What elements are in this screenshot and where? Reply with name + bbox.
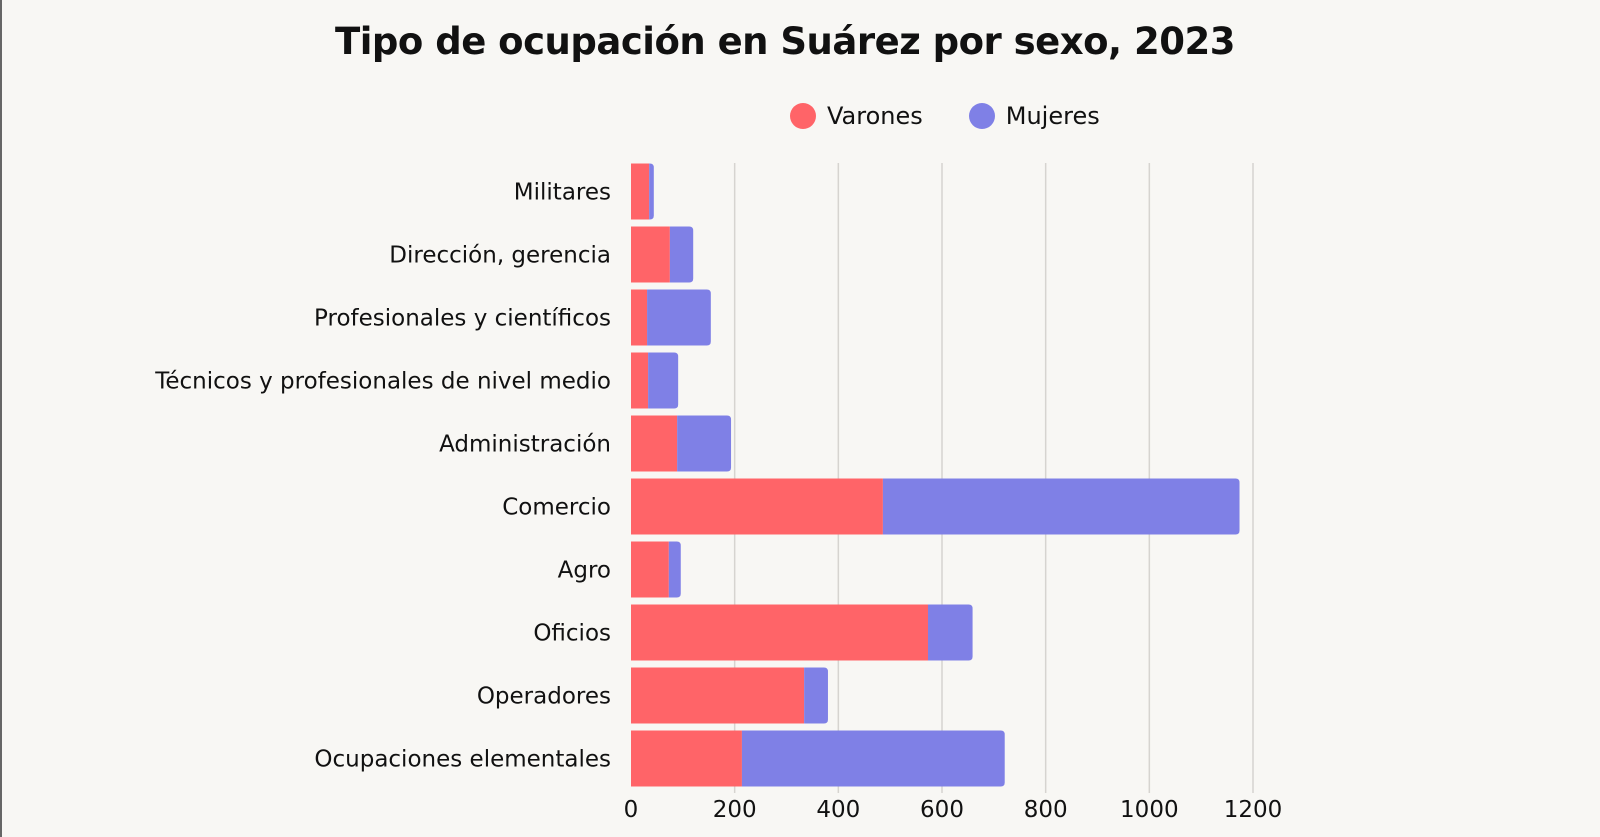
bar-varones [631, 730, 742, 787]
legend-item-varones: Varones [790, 102, 923, 130]
legend: Varones Mujeres [790, 102, 1146, 130]
category-label: Operadores [477, 684, 611, 710]
bar-varones [631, 541, 669, 598]
category-label: Oficios [533, 621, 611, 647]
category-label: Profesionales y científicos [314, 306, 611, 332]
category-label: Administración [439, 432, 611, 458]
bar-varones [631, 667, 805, 724]
chart-title: Tipo de ocupación en Suárez por sexo, 20… [335, 20, 1235, 63]
legend-item-mujeres: Mujeres [968, 102, 1100, 130]
category-label: Técnicos y profesionales de nivel medio [154, 369, 611, 395]
bar-mujeres [677, 415, 732, 472]
x-tick-label: 600 [920, 797, 964, 823]
x-tick-label: 400 [816, 797, 860, 823]
x-tick-label: 1000 [1120, 797, 1179, 823]
bar-varones [631, 289, 648, 346]
category-label: Comercio [502, 495, 611, 521]
bar-mujeres [741, 730, 1005, 787]
bar-mujeres [668, 541, 681, 598]
category-label: Dirección, gerencia [389, 243, 611, 269]
bar-mujeres [928, 604, 973, 661]
bar-varones [631, 604, 929, 661]
bar-varones [631, 163, 650, 220]
legend-label-mujeres: Mujeres [1005, 102, 1100, 130]
legend-label-varones: Varones [827, 102, 923, 130]
bar-varones [631, 226, 670, 283]
category-label: Agro [558, 558, 611, 584]
bar-mujeres [648, 352, 679, 409]
x-tick-label: 0 [624, 797, 639, 823]
x-tick-label: 1200 [1224, 797, 1283, 823]
bar-varones [631, 352, 649, 409]
bar-varones [631, 415, 678, 472]
bar-mujeres [669, 226, 694, 283]
bar-mujeres [649, 163, 654, 220]
legend-swatch-mujeres [968, 103, 995, 129]
x-tick-label: 200 [713, 797, 757, 823]
bar-varones [631, 478, 883, 535]
bar-mujeres [882, 478, 1240, 535]
bar-mujeres [647, 289, 711, 346]
category-label: Militares [514, 180, 611, 206]
legend-swatch-varones [790, 103, 816, 129]
category-label: Ocupaciones elementales [314, 747, 611, 773]
x-tick-label: 800 [1024, 797, 1068, 823]
bar-mujeres [804, 667, 828, 724]
